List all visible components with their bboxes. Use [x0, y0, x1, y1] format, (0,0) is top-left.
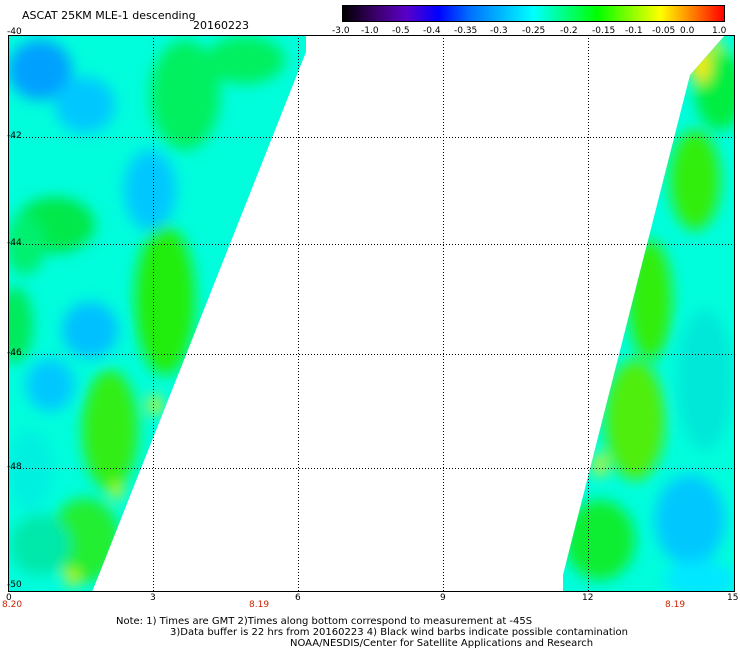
- lat-label: -46: [7, 348, 22, 358]
- colorbar-tick: -0.25: [522, 26, 546, 36]
- colorbar-tick: 0.0: [680, 26, 695, 36]
- lat-label: -44: [7, 238, 22, 248]
- time-tick: 12: [582, 593, 594, 603]
- colorbar-gradient: [343, 6, 724, 21]
- orbit-time-label: 8.20: [2, 600, 23, 610]
- lat-label: -42: [7, 131, 22, 141]
- map-frame: [8, 35, 735, 592]
- orbit-time-label: 8.19: [665, 600, 686, 610]
- colorbar-tick: -0.05: [652, 26, 676, 36]
- lat-label: -50: [7, 580, 22, 590]
- orbit-time-label: 8.19: [249, 600, 270, 610]
- grid-lines: [8, 35, 735, 592]
- colorbar-tick: -0.15: [592, 26, 616, 36]
- map-title: ASCAT 25KM MLE-1 descending: [22, 9, 196, 22]
- colorbar-tick: -3.0: [332, 26, 350, 36]
- note-line-1: Note: 1) Times are GMT 2)Times along bot…: [116, 616, 533, 627]
- colorbar: [342, 5, 725, 22]
- time-tick: 3: [150, 593, 156, 603]
- right-swath: [563, 35, 735, 592]
- lat-label: -48: [7, 462, 22, 472]
- time-tick: 6: [295, 593, 301, 603]
- colorbar-tick: -0.5: [392, 26, 410, 36]
- note-line-2: 3)Data buffer is 22 hrs from 20160223 4)…: [170, 627, 628, 638]
- left-swath: [8, 35, 306, 592]
- colorbar-tick-labels: -3.0 -1.0 -0.5 -0.4 -0.35 -0.3 -0.25 -0.…: [330, 26, 740, 38]
- colorbar-tick: -0.35: [454, 26, 478, 36]
- credit-line: NOAA/NESDIS/Center for Satellite Applica…: [290, 638, 594, 649]
- colorbar-tick: -1.0: [361, 26, 379, 36]
- colorbar-tick: -0.4: [423, 26, 441, 36]
- time-tick: 15: [727, 593, 739, 603]
- colorbar-tick: -0.2: [560, 26, 578, 36]
- colorbar-tick: -0.3: [490, 26, 508, 36]
- map-date: 20160223: [193, 19, 249, 32]
- time-tick: 9: [440, 593, 446, 603]
- lat-label: -40: [7, 27, 22, 37]
- time-tick: 0: [6, 593, 12, 603]
- colorbar-tick: -0.1: [625, 26, 643, 36]
- colorbar-tick: 1.0: [712, 26, 727, 36]
